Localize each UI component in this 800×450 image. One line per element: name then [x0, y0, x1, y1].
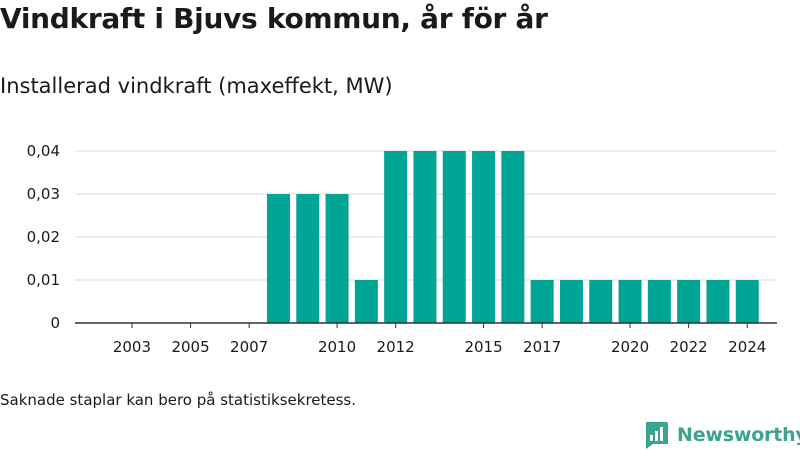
bar	[501, 151, 525, 323]
bar	[325, 194, 349, 323]
bar-chart: 00,010,020,030,04 2003 2005 2007 2010 2012 20…	[27, 142, 777, 356]
bar	[296, 194, 320, 323]
bar	[618, 280, 642, 323]
bar	[589, 280, 613, 323]
bars	[266, 151, 759, 323]
y-tick-label: 0,02	[27, 228, 60, 246]
x-tick-label: 2003	[113, 338, 151, 356]
bar	[735, 280, 759, 323]
x-tick-label: 2022	[670, 338, 708, 356]
x-tick-label: 2005	[171, 338, 209, 356]
x-tick-label: 2007	[230, 338, 268, 356]
bar	[530, 280, 554, 323]
bar	[472, 151, 496, 323]
x-tick-label: 2012	[377, 338, 415, 356]
x-tick-label: 2020	[611, 338, 649, 356]
x-tick-label: 2015	[464, 338, 502, 356]
bar	[384, 151, 408, 323]
bar	[559, 280, 583, 323]
bar	[442, 151, 466, 323]
footnote: Saknade staplar kan bero på statistiksek…	[0, 391, 357, 409]
bar	[354, 280, 378, 323]
bar	[413, 151, 437, 323]
chart-subtitle: Installerad vindkraft (maxeffekt, MW)	[0, 74, 393, 98]
bar	[647, 280, 671, 323]
brand-name: Newsworthy	[677, 424, 800, 446]
x-tick-label: 2024	[728, 338, 766, 356]
bar	[706, 280, 730, 323]
bar	[677, 280, 701, 323]
bar	[266, 194, 290, 323]
y-tick-label: 0,04	[27, 142, 60, 160]
y-tick-label: 0	[50, 314, 60, 332]
y-tick-label: 0,01	[27, 271, 60, 289]
x-tick-label: 2017	[523, 338, 561, 356]
brand-logo: Newsworthy	[643, 420, 800, 450]
x-axis-ticks: 2003 2005 2007 2010 2012 2015 2017 2020 2022 2024	[113, 323, 766, 356]
chart-title: Vindkraft i Bjuvs kommun, år för år	[0, 2, 548, 35]
y-axis-ticks: 0 0,01 0,02 0,03 0,04	[27, 142, 60, 332]
y-tick-label: 0,03	[27, 185, 60, 203]
x-tick-label: 2010	[318, 338, 356, 356]
newsworthy-logo-icon	[646, 422, 668, 449]
